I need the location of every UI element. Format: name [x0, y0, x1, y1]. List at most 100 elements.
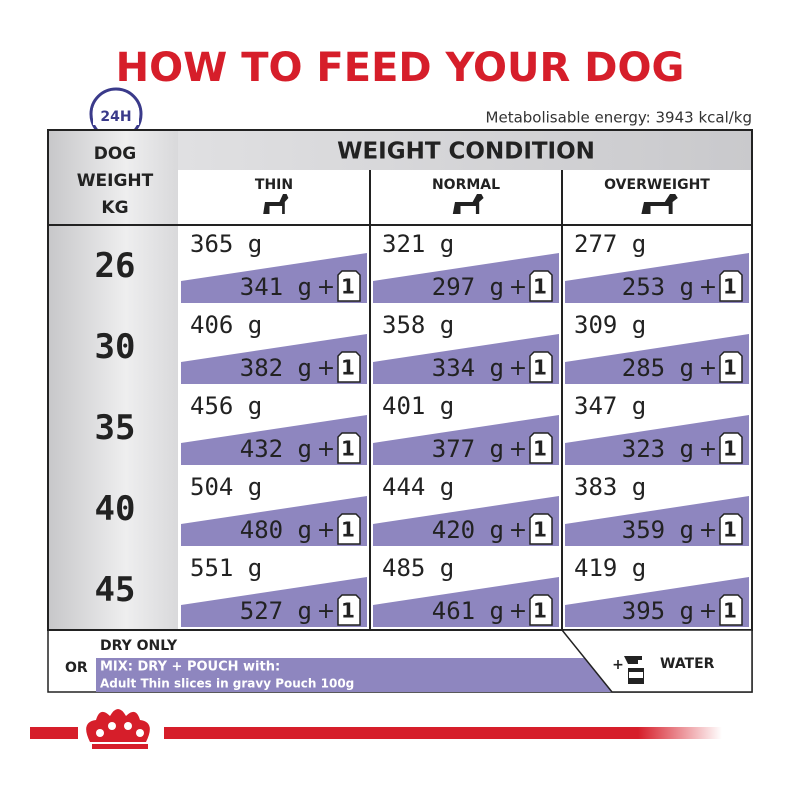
mix-amount: 527 g: [240, 597, 312, 625]
dog-weight: 45: [95, 570, 136, 610]
pouch-count: 1: [341, 437, 355, 461]
pouch-icon: [337, 432, 361, 464]
column-header: NORMAL: [432, 177, 500, 193]
plus: +: [509, 518, 527, 543]
mix-band: [373, 253, 559, 303]
pouch-icon: [529, 432, 553, 464]
plus: +: [317, 275, 335, 300]
pouch-count: 1: [341, 356, 355, 380]
dry-amount: 383 g: [574, 473, 646, 501]
weight-header: DOG: [94, 144, 137, 164]
column-header: OVERWEIGHT: [604, 177, 710, 193]
pouch-icon: [719, 594, 743, 626]
dry-amount: 551 g: [190, 554, 262, 582]
dry-amount: 406 g: [190, 311, 262, 339]
mix-amount: 253 g: [622, 273, 694, 301]
water-plus: +: [612, 657, 624, 673]
dry-amount: 444 g: [382, 473, 454, 501]
condition-header-bg: [178, 130, 752, 170]
pouch-count: 1: [723, 518, 737, 542]
mix-amount: 432 g: [240, 435, 312, 463]
pouch-icon: [529, 270, 553, 302]
pouch-icon: [719, 270, 743, 302]
dry-only: DRY ONLY: [100, 638, 178, 654]
dog-weight: 30: [95, 327, 136, 367]
plus: +: [509, 356, 527, 381]
pouch-icon: [337, 351, 361, 383]
plus: +: [699, 518, 717, 543]
plus: +: [317, 437, 335, 462]
energy: Metabolisable energy: 3943 kcal/kg: [486, 109, 752, 127]
pouch-count: 1: [723, 356, 737, 380]
title: HOW TO FEED YOUR DOG: [116, 45, 685, 91]
mix-amount: 461 g: [432, 597, 504, 625]
mix-band: [181, 334, 367, 384]
plus: +: [317, 518, 335, 543]
mix-text: MIX: DRY + POUCH with:: [100, 660, 280, 675]
mix-band: [565, 496, 749, 546]
weight-header: KG: [101, 198, 128, 218]
plus: +: [699, 356, 717, 381]
pouch-count: 1: [723, 275, 737, 299]
dog-icon: [263, 194, 289, 214]
dry-amount: 347 g: [574, 392, 646, 420]
mix-amount: 382 g: [240, 354, 312, 382]
plus: +: [317, 356, 335, 381]
pouch-icon: [719, 351, 743, 383]
dry-amount: 401 g: [382, 392, 454, 420]
pouch-count: 1: [533, 518, 547, 542]
mix-band: [565, 253, 749, 303]
mix-amount: 297 g: [432, 273, 504, 301]
mix-band: [181, 415, 367, 465]
dry-amount: 456 g: [190, 392, 262, 420]
mix-band: [373, 415, 559, 465]
mix-band: [181, 253, 367, 303]
plus: +: [509, 275, 527, 300]
plus: +: [509, 599, 527, 624]
weight-header: WEIGHT: [77, 171, 154, 191]
dog-weight: 35: [95, 408, 136, 448]
dry-amount: 419 g: [574, 554, 646, 582]
pouch-count: 1: [533, 275, 547, 299]
mix-amount: 341 g: [240, 273, 312, 301]
pouch-count: 1: [341, 275, 355, 299]
clock-label: 24H: [100, 109, 131, 125]
dry-amount: 277 g: [574, 230, 646, 258]
footer: DRY ONLY OR MIX: DRY + POUCH with: Adult…: [47, 629, 753, 693]
plus: +: [699, 599, 717, 624]
pouch-icon: [529, 594, 553, 626]
mix-band: [373, 334, 559, 384]
mix-band: [373, 496, 559, 546]
pouch-count: 1: [533, 356, 547, 380]
mix-band: [565, 334, 749, 384]
dry-amount: 358 g: [382, 311, 454, 339]
pouch-icon: [337, 513, 361, 545]
dry-amount: 365 g: [190, 230, 262, 258]
pouch-icon: [337, 594, 361, 626]
dog-icon: [641, 194, 678, 214]
weight-column: [48, 130, 178, 630]
mix-amount: 480 g: [240, 516, 312, 544]
mix-amount: 395 g: [622, 597, 694, 625]
plus: +: [317, 599, 335, 624]
pouch-count: 1: [533, 437, 547, 461]
mix-band: [373, 577, 559, 627]
pouch-count: 1: [341, 599, 355, 623]
mix-amount: 420 g: [432, 516, 504, 544]
column-header: THIN: [255, 177, 293, 193]
pouch-count: 1: [723, 437, 737, 461]
mix-amount: 377 g: [432, 435, 504, 463]
pouch-icon: [719, 432, 743, 464]
dry-amount: 309 g: [574, 311, 646, 339]
plus: +: [699, 437, 717, 462]
pouch-icon: [719, 513, 743, 545]
mix-amount: 359 g: [622, 516, 694, 544]
dog-icon: [452, 194, 484, 214]
pouch-count: 1: [533, 599, 547, 623]
condition-header: WEIGHT CONDITION: [337, 139, 595, 165]
brand-logo: [30, 709, 722, 752]
dry-amount: 321 g: [382, 230, 454, 258]
mix-band: [181, 577, 367, 627]
mix-amount: 285 g: [622, 354, 694, 382]
